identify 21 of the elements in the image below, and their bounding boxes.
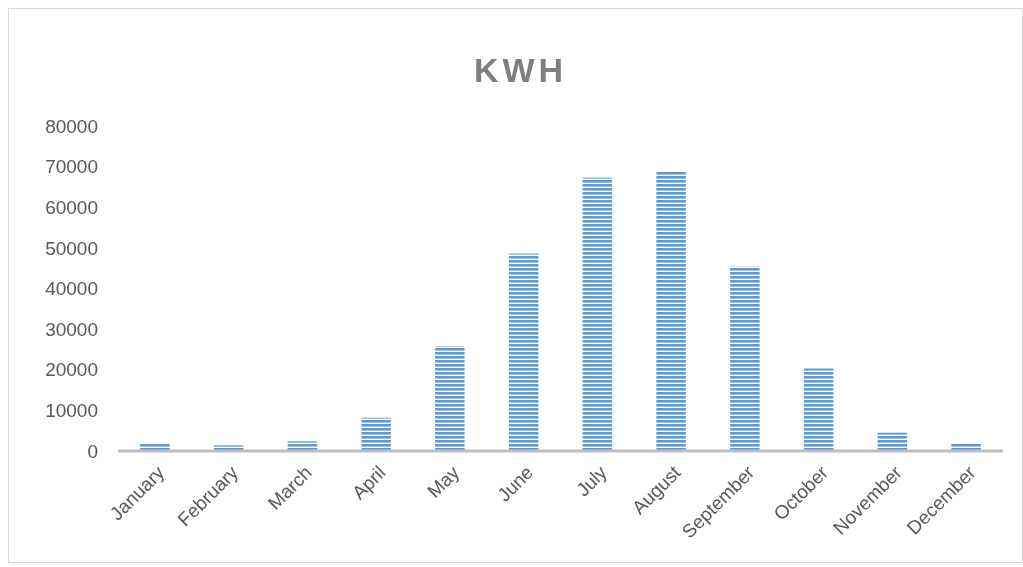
chart-title: KWH [473, 51, 568, 89]
bar [877, 432, 908, 451]
bar [730, 266, 760, 451]
y-tick-label: 10000 [45, 400, 98, 422]
bar [435, 346, 465, 451]
y-tick-label: 80000 [45, 115, 98, 137]
y-tick-label: 0 [87, 440, 98, 462]
x-tick-label: May [423, 461, 464, 502]
y-tick-label: 30000 [45, 318, 98, 340]
bar [287, 441, 318, 451]
bar [361, 417, 391, 451]
x-tick-label: July [572, 461, 612, 501]
bar [656, 171, 686, 451]
y-tick-label: 60000 [45, 196, 98, 218]
bar [508, 253, 539, 451]
y-tick-label: 70000 [45, 156, 98, 178]
bar [803, 368, 834, 451]
y-tick-label: 50000 [45, 237, 98, 259]
y-tick-label: 40000 [45, 278, 98, 300]
bar [582, 177, 613, 451]
y-tick-label: 20000 [45, 359, 98, 381]
